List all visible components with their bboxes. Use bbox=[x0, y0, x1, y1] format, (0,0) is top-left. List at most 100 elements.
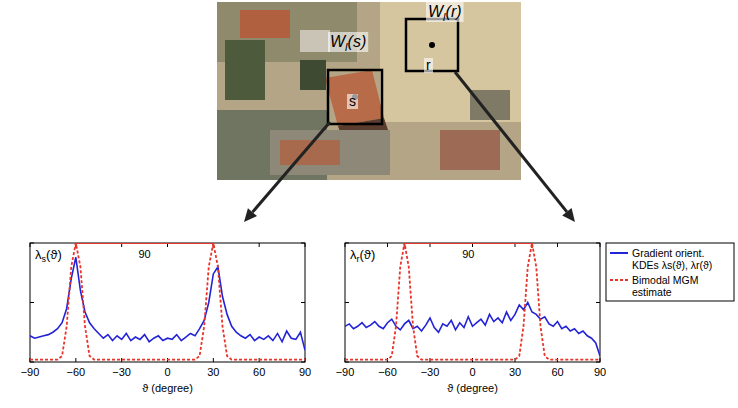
y-tick bbox=[345, 302, 349, 303]
x-tick-label: −30 bbox=[421, 366, 440, 378]
y-tick bbox=[345, 362, 349, 363]
x-tick-label: −90 bbox=[21, 366, 40, 378]
yard bbox=[270, 130, 390, 175]
angle-bracket bbox=[76, 243, 214, 244]
x-tick bbox=[387, 243, 388, 247]
y-tick bbox=[30, 362, 34, 363]
plot-frame bbox=[345, 243, 600, 362]
x-tick bbox=[557, 243, 558, 247]
text-part: (ϑ) bbox=[360, 247, 376, 262]
legend-label: Gradient orient.KDEs λs(ϑ), λr(ϑ) bbox=[632, 247, 712, 271]
x-axis-label: ϑ (degree) bbox=[142, 382, 193, 394]
x-tick bbox=[345, 243, 346, 247]
y-tick bbox=[301, 243, 305, 244]
legend-swatch bbox=[610, 279, 628, 281]
x-tick bbox=[75, 358, 76, 362]
x-tick-label: 90 bbox=[299, 366, 311, 378]
trees bbox=[225, 40, 265, 100]
x-tick-label: 60 bbox=[551, 366, 563, 378]
x-tick-label: −60 bbox=[378, 366, 397, 378]
marks bbox=[345, 243, 600, 360]
text-part: (ϑ) bbox=[46, 247, 62, 262]
series-line bbox=[30, 257, 305, 350]
x-tick-label: −90 bbox=[336, 366, 355, 378]
legend-swatch bbox=[610, 252, 628, 254]
x-tick bbox=[75, 243, 76, 247]
roof bbox=[300, 30, 330, 52]
x-tick bbox=[121, 358, 122, 362]
legend-label: Bimodal MGMestimate bbox=[632, 274, 699, 298]
text-part: KDEs λs(ϑ), λr(ϑ) bbox=[632, 259, 712, 271]
y-tick bbox=[301, 302, 305, 303]
x-tick-label: 0 bbox=[469, 366, 475, 378]
bracket-end bbox=[212, 243, 214, 248]
bracket-end bbox=[531, 243, 533, 248]
y-tick bbox=[596, 302, 600, 303]
label-ground bbox=[328, 32, 368, 52]
arrow-head bbox=[562, 208, 575, 222]
series-line bbox=[345, 303, 600, 357]
y-tick bbox=[30, 302, 34, 303]
arrow-head bbox=[244, 208, 257, 222]
text-part: (s) bbox=[348, 33, 367, 50]
y-tick bbox=[596, 362, 600, 363]
roof bbox=[325, 70, 384, 126]
arrow bbox=[252, 122, 330, 212]
legend-frame bbox=[606, 243, 734, 301]
point-label: s bbox=[349, 93, 356, 109]
window-box bbox=[328, 70, 382, 124]
y-tick bbox=[301, 362, 305, 363]
text-part: Gradient orient. bbox=[632, 247, 704, 259]
trees bbox=[300, 60, 326, 90]
series-line bbox=[345, 243, 600, 360]
aerial-image bbox=[217, 2, 521, 180]
legend: Gradient orient.KDEs λs(ϑ), λr(ϑ) Bimodal… bbox=[606, 243, 734, 301]
x-tick-label: −60 bbox=[66, 366, 85, 378]
y-axis-label: λr(ϑ) bbox=[350, 247, 375, 264]
bracket-end bbox=[75, 243, 77, 248]
y-tick bbox=[30, 243, 34, 244]
y-axis-label: λs(ϑ) bbox=[35, 247, 62, 264]
angle-bracket bbox=[405, 243, 533, 244]
x-tick-label: 30 bbox=[509, 366, 521, 378]
x-tick-label: 90 bbox=[594, 366, 606, 378]
text-part: (r) bbox=[446, 3, 462, 20]
y-tick bbox=[345, 243, 349, 244]
ground bbox=[380, 2, 521, 122]
bracket-end bbox=[404, 243, 406, 248]
window-label: Wl(r) bbox=[428, 3, 462, 23]
window-center bbox=[429, 42, 435, 48]
marks bbox=[30, 243, 305, 360]
x-tick bbox=[259, 243, 260, 247]
x-tick bbox=[213, 358, 214, 362]
series-line bbox=[30, 243, 305, 360]
label-ground bbox=[426, 2, 464, 22]
arrow bbox=[455, 72, 567, 212]
x-tick bbox=[305, 243, 306, 247]
annotation: 90 bbox=[462, 248, 474, 260]
ground bbox=[217, 2, 521, 180]
roof bbox=[240, 10, 290, 38]
plot-frame bbox=[30, 243, 305, 362]
label-ground bbox=[424, 58, 433, 73]
annotation: 90 bbox=[138, 248, 150, 260]
chart: −90 −60 −30 0 30 60 90 90 λr(ϑ) ϑ (degree) Gradien… bbox=[336, 243, 734, 394]
x-axis-label: ϑ (degree) bbox=[447, 382, 498, 394]
x-tick-label: −30 bbox=[112, 366, 131, 378]
x-tick bbox=[600, 358, 601, 362]
text-part: estimate bbox=[632, 286, 672, 298]
window-label: Wl(s) bbox=[330, 33, 366, 53]
x-tick bbox=[30, 243, 31, 247]
chart: −90 −60 −30 0 30 60 90 90 λs(ϑ) ϑ (degree) bbox=[21, 243, 311, 394]
figure: Wl(s) s Wl(r) r −90 −60 −30 0 30 60 90 90 λs(ϑ) ϑ (de… bbox=[0, 0, 738, 408]
label-ground bbox=[347, 94, 358, 109]
x-tick-label: 30 bbox=[207, 366, 219, 378]
text-part: Bimodal MGM bbox=[632, 274, 699, 286]
point-label: r bbox=[426, 57, 431, 73]
x-tick bbox=[600, 243, 601, 247]
roof bbox=[440, 130, 500, 170]
x-tick-label: 60 bbox=[253, 366, 265, 378]
x-tick bbox=[213, 243, 214, 247]
x-tick-label: 0 bbox=[164, 366, 170, 378]
y-tick bbox=[596, 243, 600, 244]
